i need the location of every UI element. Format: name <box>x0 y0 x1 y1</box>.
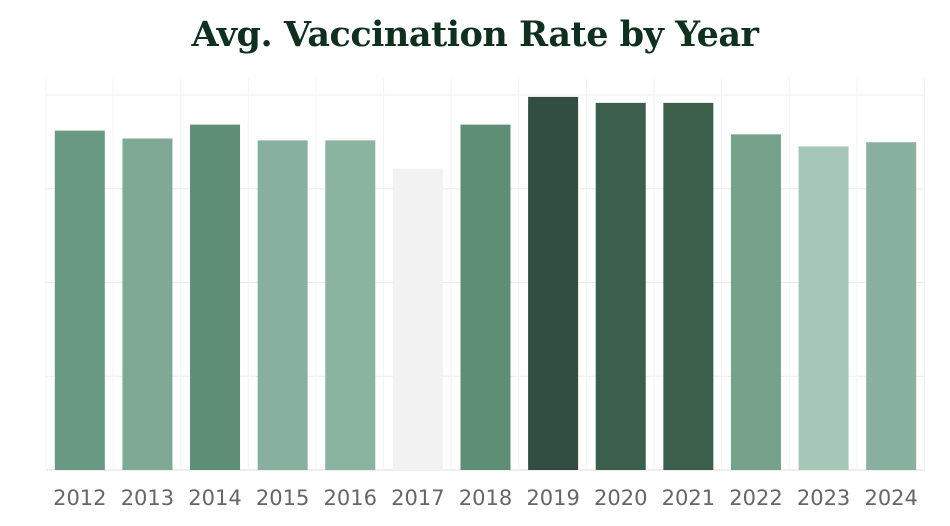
chart-title: Avg. Vaccination Rate by Year <box>191 14 759 55</box>
x-tick-label-2024: 2024 <box>864 486 917 510</box>
bar-2018[interactable] <box>460 124 511 470</box>
x-tick-label-2018: 2018 <box>459 486 512 510</box>
x-tick-label-2020: 2020 <box>594 486 647 510</box>
bar-2020[interactable] <box>595 102 646 470</box>
bar-2013[interactable] <box>122 138 173 471</box>
x-tick-label-2019: 2019 <box>526 486 579 510</box>
bars <box>54 96 917 471</box>
x-tick-label-2015: 2015 <box>256 486 309 510</box>
x-tick-label-2012: 2012 <box>53 486 106 510</box>
bar-2024[interactable] <box>866 142 917 470</box>
bar-2019[interactable] <box>528 96 579 470</box>
bar-2016[interactable] <box>325 140 376 470</box>
bar-2021[interactable] <box>663 102 714 470</box>
x-tick-label-2017: 2017 <box>391 486 444 510</box>
bar-2015[interactable] <box>257 140 308 470</box>
x-tick-label-2021: 2021 <box>662 486 715 510</box>
bar-2014[interactable] <box>190 124 241 470</box>
x-tick-label-2013: 2013 <box>121 486 174 510</box>
x-tick-label-2016: 2016 <box>324 486 377 510</box>
x-tick-label-2023: 2023 <box>797 486 850 510</box>
bar-2022[interactable] <box>730 134 781 470</box>
bar-2017[interactable] <box>392 168 443 471</box>
bar-2023[interactable] <box>798 146 849 470</box>
x-tick-label-2014: 2014 <box>188 486 241 510</box>
bar-2012[interactable] <box>54 130 105 470</box>
x-tick-label-2022: 2022 <box>729 486 782 510</box>
x-tick-labels: 2012 2013 2014 2015 2016 2017 2018 2019 2020 2021… <box>53 486 918 510</box>
